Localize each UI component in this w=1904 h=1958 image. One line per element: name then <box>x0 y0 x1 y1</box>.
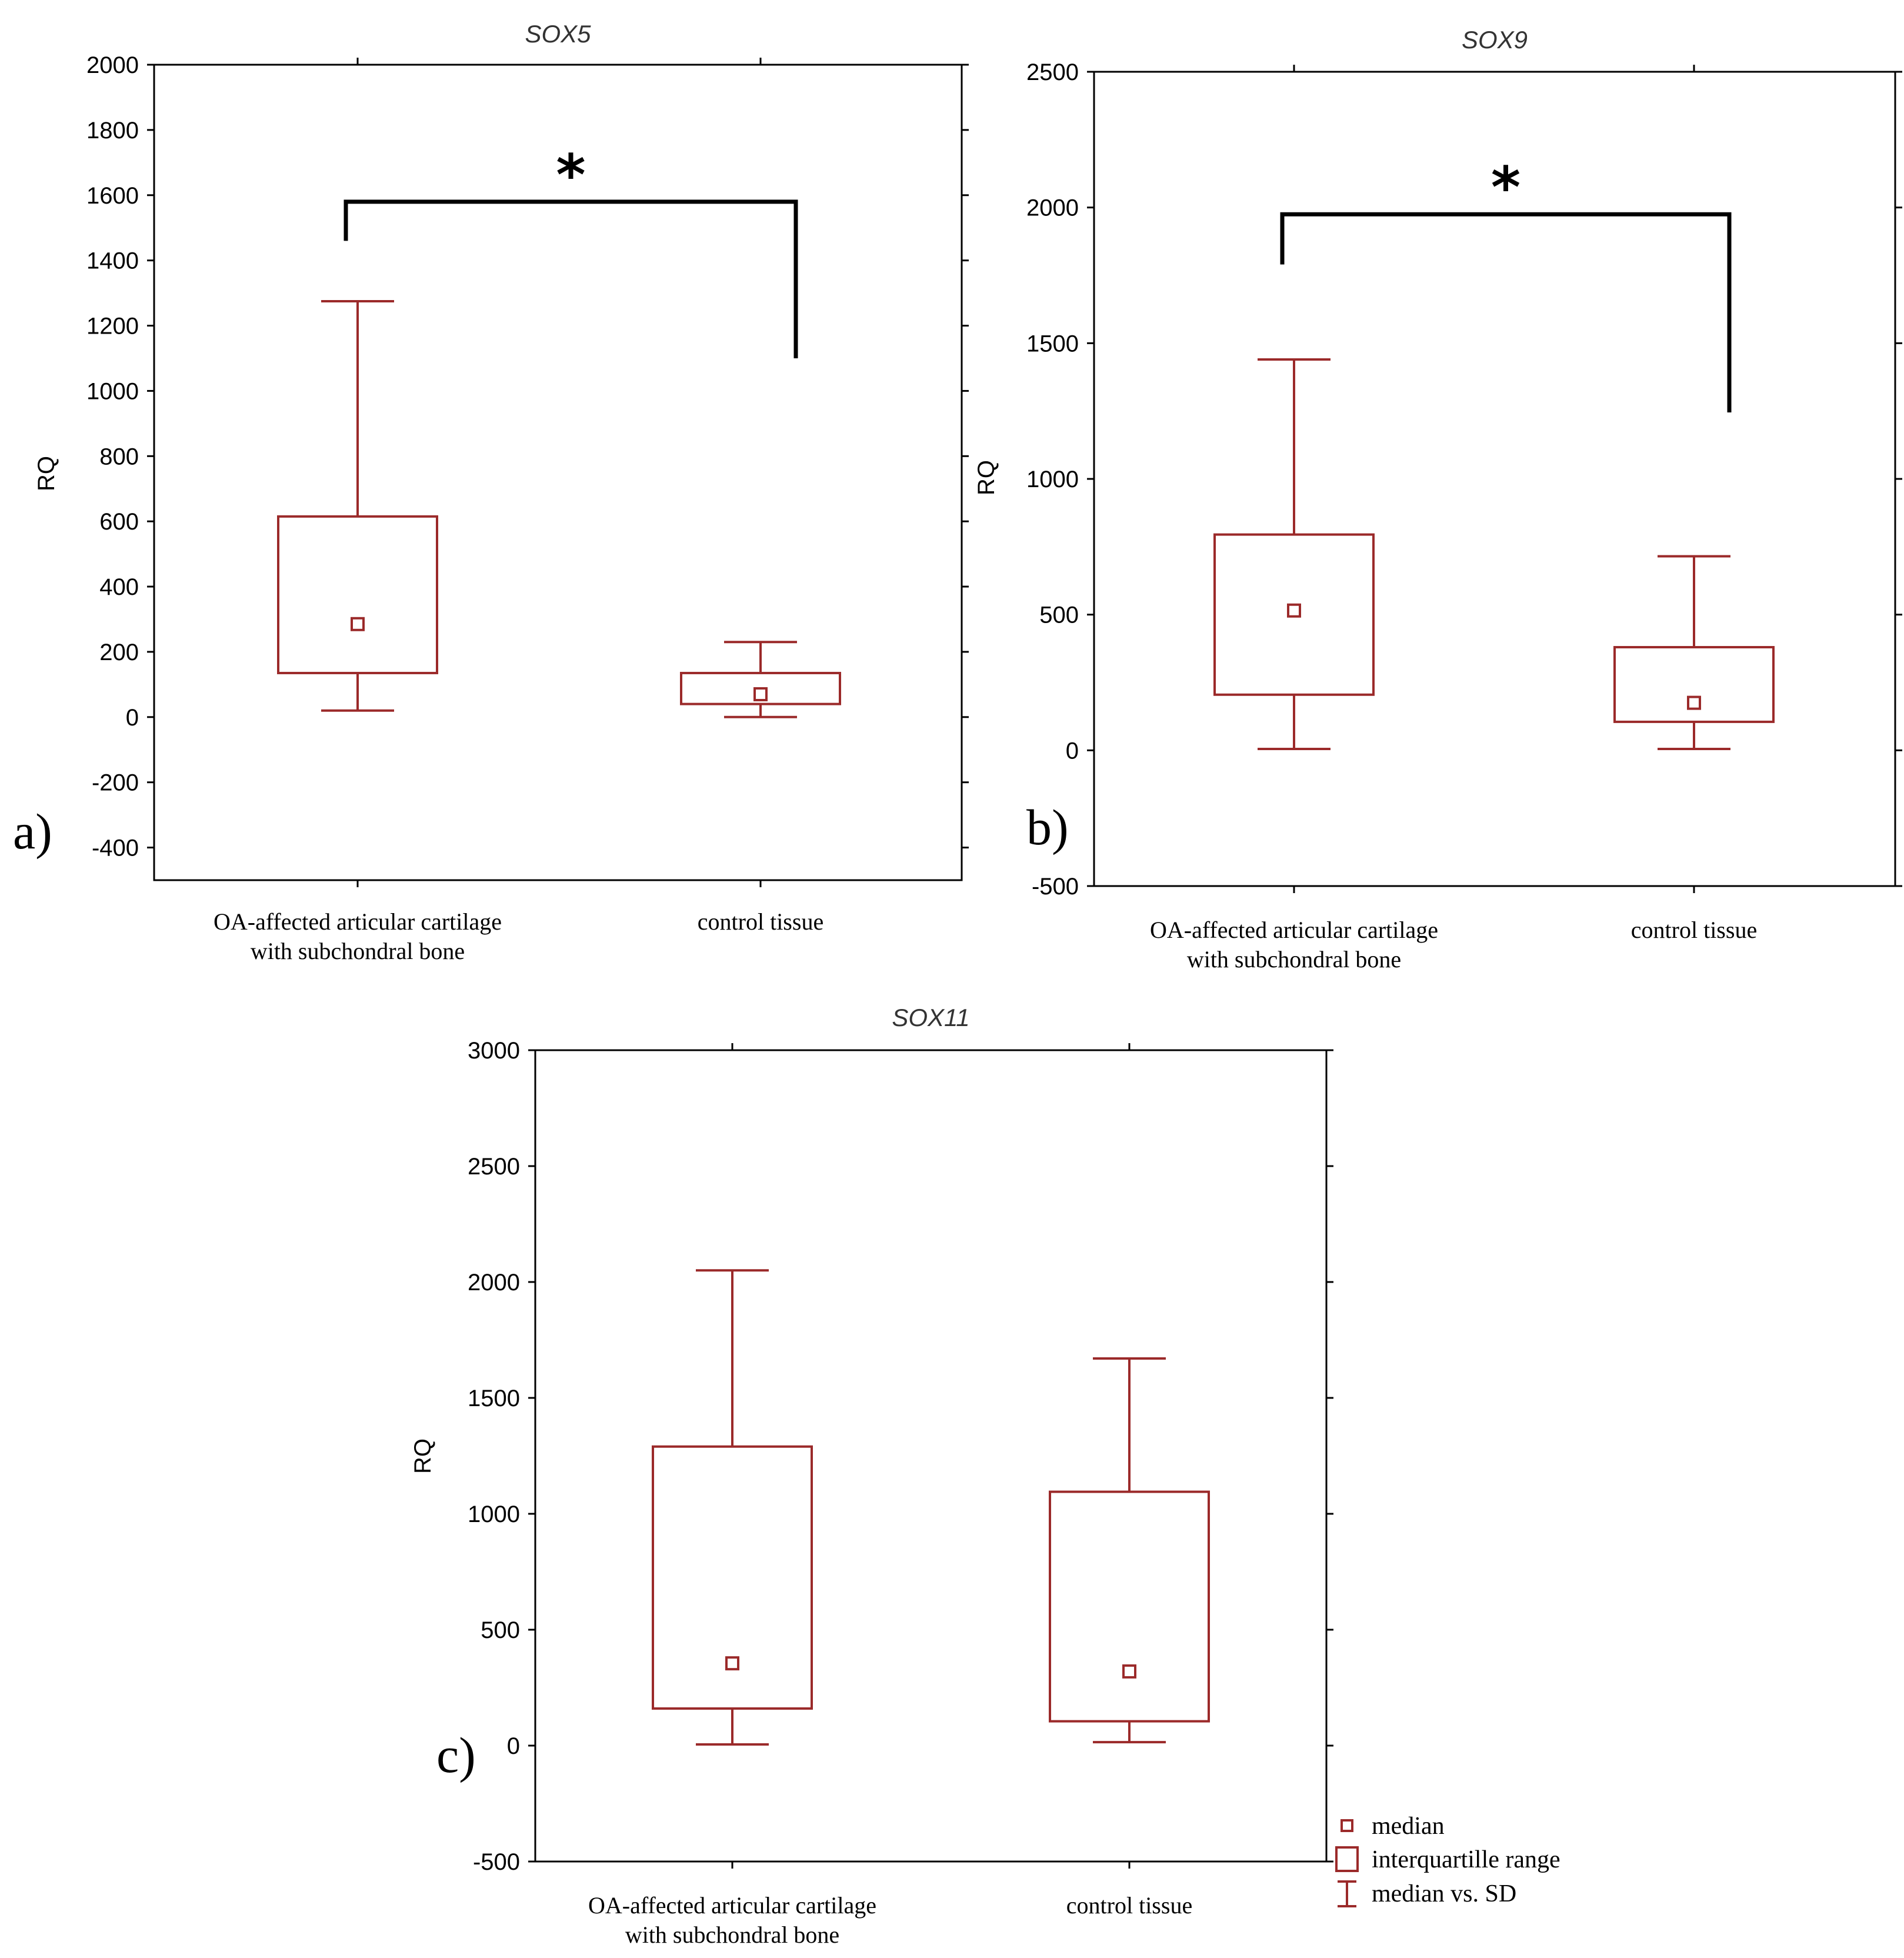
y-axis-label: RQ <box>410 1438 436 1474</box>
y-tick-label: 2000 <box>1026 195 1079 221</box>
significance-bracket <box>344 199 798 358</box>
x-category-label: OA-affected articular cartilage with subc… <box>1150 917 1438 973</box>
median-marker <box>753 687 768 701</box>
y-tick-label: 500 <box>1039 602 1079 628</box>
y-tick-label: 1500 <box>468 1386 520 1411</box>
iqr-box <box>1213 533 1375 696</box>
legend-label: median vs. SD <box>1372 1880 1516 1907</box>
y-tick-label: 0 <box>1066 738 1079 764</box>
iqr-box <box>277 515 438 674</box>
iqr-box <box>1613 646 1775 723</box>
x-category-label-line: OA-affected articular cartilage <box>1150 917 1438 943</box>
legend-median-symbol <box>1341 1819 1353 1832</box>
y-tick-label: 800 <box>99 444 139 469</box>
legend-label: interquartille range <box>1372 1846 1560 1873</box>
panel-letter: a) <box>13 803 52 860</box>
median-marker <box>1122 1664 1136 1679</box>
median-marker <box>1287 603 1301 618</box>
y-tick-label: 0 <box>507 1733 520 1759</box>
chart-panel-3: SOX11 RQ 3000 2500 2000 1500 1000 500 0 -500 OA-af… <box>410 1004 1333 1948</box>
y-axis-label: RQ <box>34 456 59 491</box>
y-tick-label: 0 <box>126 705 139 731</box>
panel-title: SOX11 <box>892 1004 969 1031</box>
median-marker <box>725 1656 739 1671</box>
y-tick-label: 1600 <box>86 183 139 209</box>
significance-star: * <box>1491 155 1520 221</box>
chart-panel-1: SOX5RQ2000180016001400120010008006004002… <box>13 20 969 964</box>
x-category-label: control tissue <box>1066 1892 1192 1919</box>
y-tick-label: -500 <box>1032 874 1079 900</box>
panel-letter: c) <box>436 1727 476 1783</box>
iqr-box <box>652 1445 813 1710</box>
x-category-label-line: control tissue <box>1631 917 1757 943</box>
median-marker <box>351 617 365 631</box>
y-tick-label: 1200 <box>86 314 139 339</box>
y-tick-label: 400 <box>99 574 139 600</box>
median-marker <box>1687 695 1701 710</box>
iqr-box <box>680 671 841 705</box>
chart-panel-2: SOX9 RQ 2500 2000 1500 1000 500 0 -500 OA-affecte… <box>973 26 1902 973</box>
y-tick-label: 2500 <box>1026 59 1079 85</box>
plot-frame <box>153 64 963 881</box>
y-tick-label: -400 <box>92 835 139 861</box>
y-tick-label: -200 <box>92 770 139 796</box>
x-category-label-line: OA-affected articular cartilage <box>214 908 502 935</box>
x-category-label-line: with subchondral bone <box>1187 946 1401 973</box>
y-tick-label: 2000 <box>86 52 139 78</box>
legend-iqr-symbol <box>1335 1846 1359 1872</box>
y-tick-label: 1000 <box>468 1501 520 1527</box>
significance-star: * <box>556 142 585 208</box>
panel-letter: b) <box>1026 799 1069 855</box>
y-tick-label: 600 <box>99 509 139 535</box>
y-tick-label: -500 <box>473 1849 520 1875</box>
y-tick-label: 3000 <box>468 1038 520 1064</box>
y-axis-label: RQ <box>973 460 999 495</box>
y-tick-label: 1500 <box>1026 331 1079 357</box>
x-category-label-line: with subchondral bone <box>251 938 465 964</box>
panel-title: SOX9 <box>1462 26 1528 54</box>
y-tick-label: 1800 <box>86 118 139 144</box>
y-tick-label: 1000 <box>86 378 139 404</box>
x-category-label: OA-affected articular cartilage with subc… <box>588 1892 876 1948</box>
y-tick-label: 1400 <box>86 248 139 274</box>
x-category-label: control tissue <box>1631 917 1757 943</box>
plot-frame <box>534 1049 1328 1863</box>
legend: median interquartille range median vs. SD <box>1335 1813 1560 1907</box>
panel-title: SOX5 <box>525 20 591 48</box>
x-category-label-line: OA-affected articular cartilage <box>588 1892 876 1919</box>
legend-label: median <box>1372 1813 1445 1840</box>
y-tick-label: 2500 <box>468 1154 520 1180</box>
y-tick-label: 500 <box>481 1617 520 1643</box>
y-tick-label: 1000 <box>1026 467 1079 492</box>
significance-bracket <box>1280 212 1732 412</box>
y-tick-label: 200 <box>99 640 139 665</box>
x-category-label: OA-affected articular cartilage with subc… <box>214 908 502 964</box>
y-tick-label: 2000 <box>468 1270 520 1296</box>
x-category-label-line: control tissue <box>698 908 823 935</box>
iqr-box <box>1049 1490 1210 1723</box>
x-category-label-line: with subchondral bone <box>625 1922 839 1948</box>
x-category-label: control tissue <box>698 908 823 935</box>
x-category-label-line: control tissue <box>1066 1892 1192 1919</box>
